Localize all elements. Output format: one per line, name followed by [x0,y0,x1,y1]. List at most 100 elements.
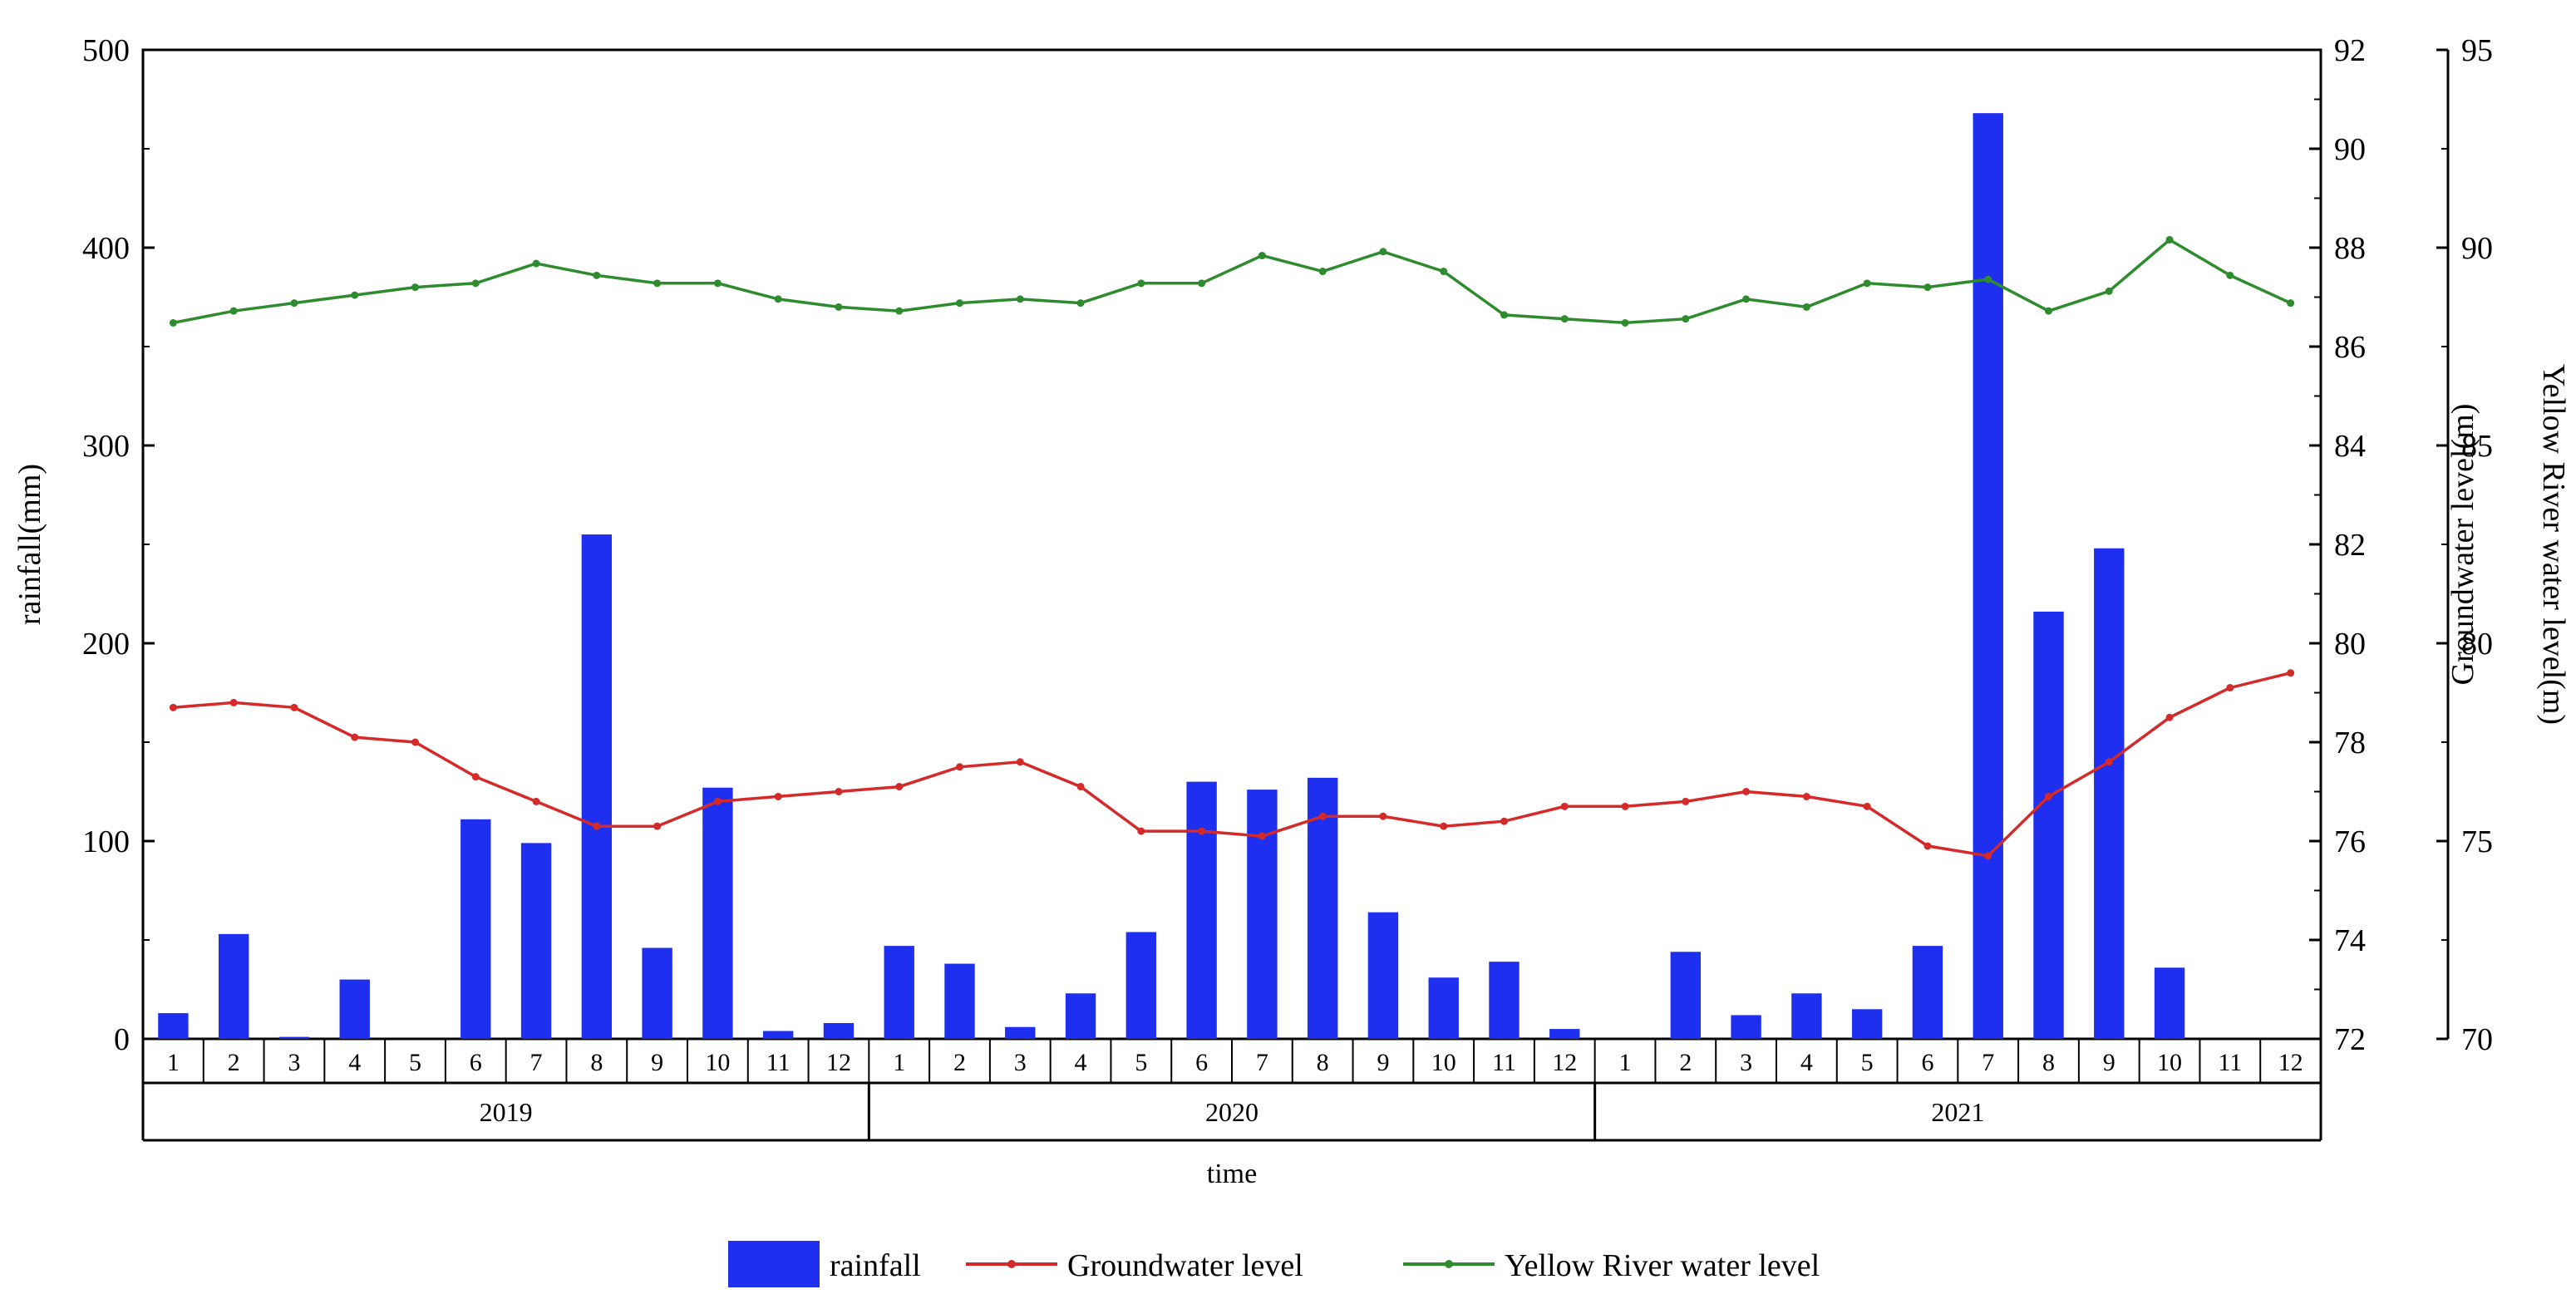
month-tick-label: 12 [2278,1049,2303,1076]
month-tick-label: 3 [1014,1049,1027,1076]
legend-rainfall-swatch [728,1241,820,1287]
groundwater-point [1379,812,1387,820]
groundwater-point [411,738,419,746]
rainfall-bar [762,1031,794,1039]
legend-yellowriver-label: Yellow River water level [1505,1248,1820,1283]
yellow-river-point [1560,315,1569,323]
groundwater-point [1500,817,1508,825]
y-right2-tick-label: 75 [2461,824,2493,859]
rainfall-bars [158,113,2185,1039]
month-tick-label: 12 [1552,1049,1577,1076]
rainfall-bar [1670,952,1702,1039]
yellow-river-point [1076,299,1085,308]
yellow-river-point [2287,299,2295,308]
month-tick-label: 11 [1492,1049,1516,1076]
y-right1-tick-label: 92 [2334,33,2366,68]
year-tick-label: 2019 [480,1097,533,1127]
month-tick-label: 5 [409,1049,421,1076]
month-tick-label: 10 [1431,1049,1456,1076]
rainfall-bar [2033,611,2064,1039]
groundwater-line [173,672,2292,858]
rainfall-bar [520,843,552,1039]
groundwater-point [1682,797,1690,805]
yellow-river-point [2105,287,2113,295]
yellow-river-point [1440,268,1448,276]
y-right2-tick-label: 70 [2461,1022,2493,1057]
rainfall-bar [581,534,613,1039]
yellow-river-point [290,299,298,308]
month-tick-label: 8 [1317,1049,1329,1076]
rainfall-bar [1247,790,1278,1039]
yellow-river-point [532,259,540,268]
groundwater-point [956,763,963,771]
groundwater-point [2287,669,2295,677]
rainfall-bar [1549,1029,1580,1039]
month-tick-label: 10 [2157,1049,2182,1076]
rainfall-bar [1367,912,1399,1039]
yellow-river-point [1137,279,1145,288]
yellow-river-point [1318,268,1327,276]
groundwater-point [2105,758,2113,766]
legend-rainfall-label: rainfall [830,1248,921,1283]
month-tick-label: 12 [826,1049,851,1076]
rainfall-bar [339,979,370,1039]
yellow-river-line [173,238,2292,325]
y-right1-tick-label: 76 [2334,824,2366,859]
rainfall-bar [158,1013,189,1039]
yellow-river-point [653,279,662,288]
month-tick-label: 10 [705,1049,730,1076]
yellow-river-point [1802,303,1810,311]
yellow-river-point [1742,295,1751,303]
rainfall-bar [884,946,914,1039]
month-tick-label: 5 [1861,1049,1874,1076]
y-right2-tick-label: 90 [2461,231,2493,266]
rainfall-bar [1065,993,1096,1039]
y-right2-tick-label: 95 [2461,33,2493,68]
y-right1-tick-label: 78 [2334,726,2366,760]
y-right1-axis-title: Groundwater level(m) [2445,404,2480,686]
groundwater-point [1137,827,1145,835]
groundwater-point [229,698,238,706]
rainfall-bar [278,1036,310,1039]
y-right1-tick-label: 88 [2334,231,2366,266]
rainfall-bar [1428,977,1459,1039]
yellow-river-point [1198,279,1206,288]
category-axis: 1 2 3 4 5 6 7 8 9 10 11 12 1 2 3 4 5 6 7 8 9 10 11 12 1 2 3 4 5 6 7 8 9 1… [141,1039,2322,1142]
y-right1-tick-label: 84 [2334,429,2366,464]
groundwater-point [835,788,843,795]
groundwater-point [1802,792,1810,800]
y-right1-tick-label: 80 [2334,627,2366,662]
y-left-tick-label: 400 [82,231,130,266]
groundwater-point [351,733,359,741]
y-right2-tick-label: 80 [2461,627,2493,662]
legend-groundwater-label: Groundwater level [1067,1248,1303,1283]
year-tick-label: 2021 [1931,1097,1984,1127]
groundwater-point [1318,812,1327,820]
groundwater-point [290,703,298,711]
yellow-river-point [229,307,238,315]
yellow-river-point [1258,252,1266,260]
groundwater-point [2226,684,2234,692]
x-axis-title: time [1207,1159,1257,1189]
yellow-river-point [713,279,722,288]
rainfall-bar [702,787,733,1039]
axes: 0 100 200 300 400 500 72 74 76 78 80 82 84 86 88 90 92 70… [82,33,2493,1057]
month-tick-label: 5 [1135,1049,1147,1076]
rainfall-bar [461,819,491,1039]
rainfall-bar [1005,1026,1036,1039]
month-tick-label: 2 [228,1049,240,1076]
month-tick-label: 7 [1256,1049,1268,1076]
rainfall-bar [1307,777,1338,1039]
yellow-river-point [1016,295,1024,303]
month-tick-label: 3 [1740,1049,1752,1076]
yellow-river-point [774,295,782,303]
yellow-river-point [2165,235,2174,244]
y-right2-axis-title: Yellow River water level(m) [2536,364,2571,725]
yellow-river-point [1379,248,1387,256]
rainfall-bar [642,947,672,1039]
groundwater-point [1984,852,1992,860]
legend-yellowriver-marker [1445,1260,1453,1268]
month-tick-label: 8 [2042,1049,2055,1076]
month-tick-label: 9 [1377,1049,1389,1076]
rainfall-bar [1791,993,1822,1039]
